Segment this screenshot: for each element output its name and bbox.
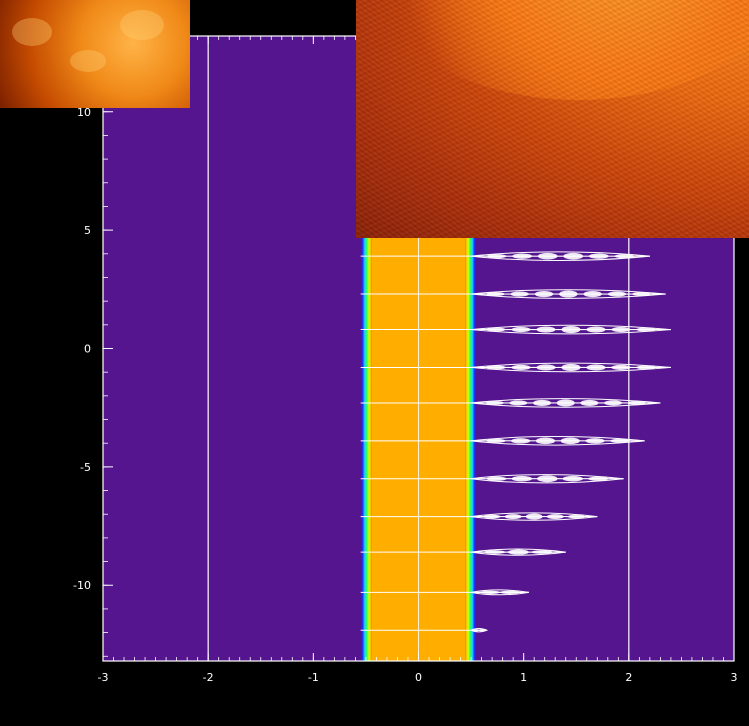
- streak: [470, 589, 530, 596]
- y-tick-label: 0: [84, 343, 91, 356]
- x-tick-label: 2: [625, 671, 632, 684]
- y-tick-label: -5: [80, 461, 91, 474]
- streak: [471, 289, 666, 299]
- x-tick-label: -2: [203, 671, 214, 684]
- x-tick-label: 0: [415, 671, 422, 684]
- solar-image-inset-left: [0, 0, 190, 108]
- x-tick-label: 3: [731, 671, 738, 684]
- streak: [471, 324, 671, 335]
- band-right-edge: [465, 36, 477, 661]
- streak: [471, 436, 645, 446]
- x-tick-label: 1: [520, 671, 527, 684]
- band-left-edge: [360, 36, 372, 661]
- streak: [471, 474, 624, 484]
- streak: [471, 512, 598, 521]
- x-tick-label: -3: [98, 671, 109, 684]
- x-tick-label: -1: [308, 671, 319, 684]
- y-tick-label: 10: [77, 106, 91, 119]
- streak: [471, 548, 566, 556]
- streak: [471, 251, 650, 261]
- y-tick-label: -10: [73, 579, 91, 592]
- solar-image-inset-right: [356, 0, 749, 238]
- streak: [471, 362, 671, 373]
- streak: [471, 398, 661, 408]
- streak: [469, 628, 489, 633]
- y-tick-label: 5: [84, 224, 91, 237]
